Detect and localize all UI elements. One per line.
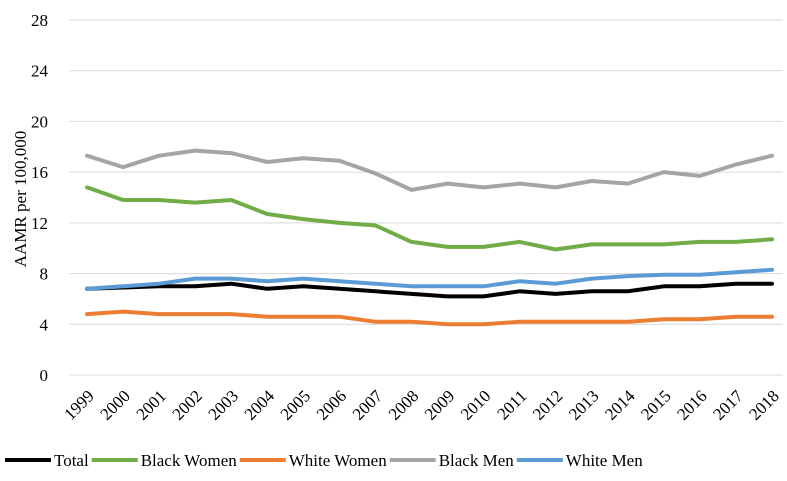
- legend-label-white-women: White Women: [289, 451, 387, 470]
- x-tick-label-2016: 2016: [673, 386, 710, 423]
- y-axis-tick-labels: 0 4 8 12 16 20 24 28: [31, 11, 49, 385]
- y-tick-label-20: 20: [31, 112, 48, 131]
- y-tick-label-4: 4: [40, 315, 49, 334]
- series-line-white-men: [85, 267, 774, 291]
- series-line-black-women: [85, 185, 774, 252]
- x-tick-label-2012: 2012: [529, 386, 566, 423]
- x-tick-label-2013: 2013: [565, 386, 602, 423]
- series-line-white-women: [85, 309, 774, 327]
- x-tick-label-2011: 2011: [493, 386, 530, 423]
- x-tick-label-2000: 2000: [96, 386, 133, 423]
- x-tick-label-2008: 2008: [385, 386, 422, 423]
- x-tick-label-2003: 2003: [205, 386, 242, 423]
- x-axis-tick-labels: 1999200020012002200320042005200620072008…: [60, 386, 782, 424]
- legend-item-white-men[interactable]: White Men: [516, 451, 643, 470]
- y-tick-label-12: 12: [31, 214, 48, 233]
- x-tick-label-2002: 2002: [169, 386, 206, 423]
- series-lines: [85, 148, 774, 327]
- legend-label-black-men: Black Men: [439, 451, 515, 470]
- legend-label-total: Total: [54, 451, 89, 470]
- series-line-black-men: [85, 148, 774, 192]
- x-tick-label-2014: 2014: [601, 386, 639, 424]
- legend-item-total[interactable]: Total: [5, 451, 89, 470]
- y-axis-label: AAMR per 100,000: [11, 131, 30, 267]
- legend-label-white-men: White Men: [566, 451, 643, 470]
- x-tick-label-2007: 2007: [349, 386, 387, 424]
- x-tick-label-1999: 1999: [60, 386, 97, 423]
- x-tick-label-2001: 2001: [132, 386, 169, 423]
- legend-label-black-women: Black Women: [141, 451, 238, 470]
- y-tick-label-8: 8: [40, 265, 49, 284]
- x-tick-label-2017: 2017: [709, 386, 747, 424]
- legend-item-black-men[interactable]: Black Men: [389, 451, 515, 470]
- legend-item-black-women[interactable]: Black Women: [91, 451, 238, 470]
- gridlines: [69, 19, 783, 376]
- y-tick-label-0: 0: [40, 366, 49, 385]
- x-tick-label-2006: 2006: [313, 386, 350, 423]
- x-tick-label-2018: 2018: [745, 386, 782, 423]
- x-tick-label-2005: 2005: [277, 386, 314, 423]
- x-tick-label-2004: 2004: [241, 386, 279, 424]
- x-tick-label-2009: 2009: [421, 386, 458, 423]
- x-tick-label-2010: 2010: [457, 386, 494, 423]
- legend-item-white-women[interactable]: White Women: [239, 451, 387, 470]
- x-tick-label-2015: 2015: [637, 386, 674, 423]
- y-tick-label-24: 24: [31, 62, 49, 81]
- legend[interactable]: Total Black Women White Women Black Men Whit…: [5, 451, 643, 470]
- series-line-total: [85, 281, 774, 299]
- y-tick-label-16: 16: [31, 163, 48, 182]
- y-tick-label-28: 28: [31, 11, 48, 30]
